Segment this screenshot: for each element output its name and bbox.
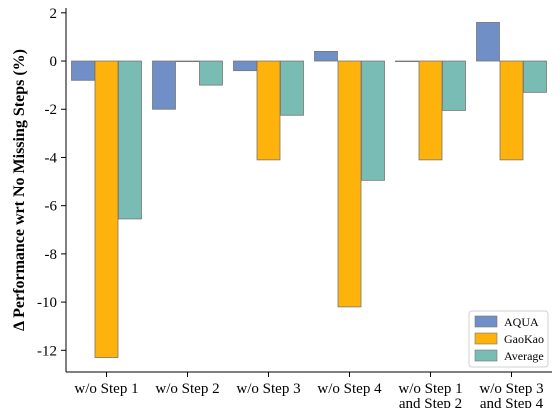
- bar-average: [199, 60, 223, 86]
- x-tick-label: w/o Step 1: [74, 381, 138, 397]
- bar-average: [442, 60, 466, 111]
- legend-label-gaokao: GaoKao: [504, 332, 544, 346]
- bar-average: [523, 60, 547, 93]
- bar-gaokao: [337, 60, 362, 308]
- bar-average: [280, 60, 304, 116]
- y-tick-label: -4: [45, 150, 58, 166]
- bar-aqua: [395, 60, 419, 63]
- legend-label-average: Average: [504, 349, 544, 363]
- legend: AQUA GaoKao Average: [468, 310, 549, 368]
- legend-label-aqua: AQUA: [504, 315, 539, 329]
- x-ticks: w/o Step 1 w/o Step 2 w/o Step 3 w/o Step 4…: [74, 372, 544, 408]
- x-tick-label: w/o Step 4: [317, 381, 382, 397]
- bar-gaokao: [499, 60, 524, 161]
- y-tick-label: 0: [50, 54, 58, 70]
- y-tick-label: -6: [45, 199, 58, 215]
- bar-aqua: [152, 60, 176, 110]
- bar-gaokao: [94, 60, 119, 358]
- y-axis-label: Δ Performance wrt No Missing Steps (%): [11, 49, 28, 331]
- bar-gaokao: [256, 60, 281, 161]
- legend-swatch-aqua: [474, 315, 498, 328]
- bar-aqua: [314, 50, 338, 62]
- y-tick-label: -10: [37, 295, 57, 311]
- bar-average: [118, 60, 142, 220]
- bar-aqua: [71, 60, 95, 81]
- x-tick-label: w/o Step 1: [398, 381, 462, 397]
- bar-gaokao: [175, 60, 200, 63]
- y-tick-label: 2: [50, 6, 58, 22]
- legend-swatch-gaokao: [474, 332, 498, 345]
- bar-average: [361, 60, 385, 181]
- x-tick-label: w/o Step 3: [479, 381, 543, 397]
- bar-gaokao: [418, 60, 443, 161]
- bars: [71, 22, 547, 358]
- bar-aqua: [476, 22, 500, 62]
- y-ticks: 2 0 -2 -4 -6 -8 -10 -12: [37, 6, 66, 359]
- y-tick-label: -8: [45, 247, 58, 263]
- y-tick-label: -2: [45, 102, 58, 118]
- x-tick-label: w/o Step 2: [155, 381, 219, 397]
- x-tick-label: and Step 2: [399, 396, 462, 408]
- axes: [65, 8, 552, 373]
- y-tick-label: -12: [37, 343, 57, 359]
- x-tick-label: w/o Step 3: [236, 381, 300, 397]
- bar-aqua: [233, 60, 257, 72]
- legend-swatch-average: [474, 349, 498, 362]
- x-tick-label: and Step 4: [480, 396, 544, 408]
